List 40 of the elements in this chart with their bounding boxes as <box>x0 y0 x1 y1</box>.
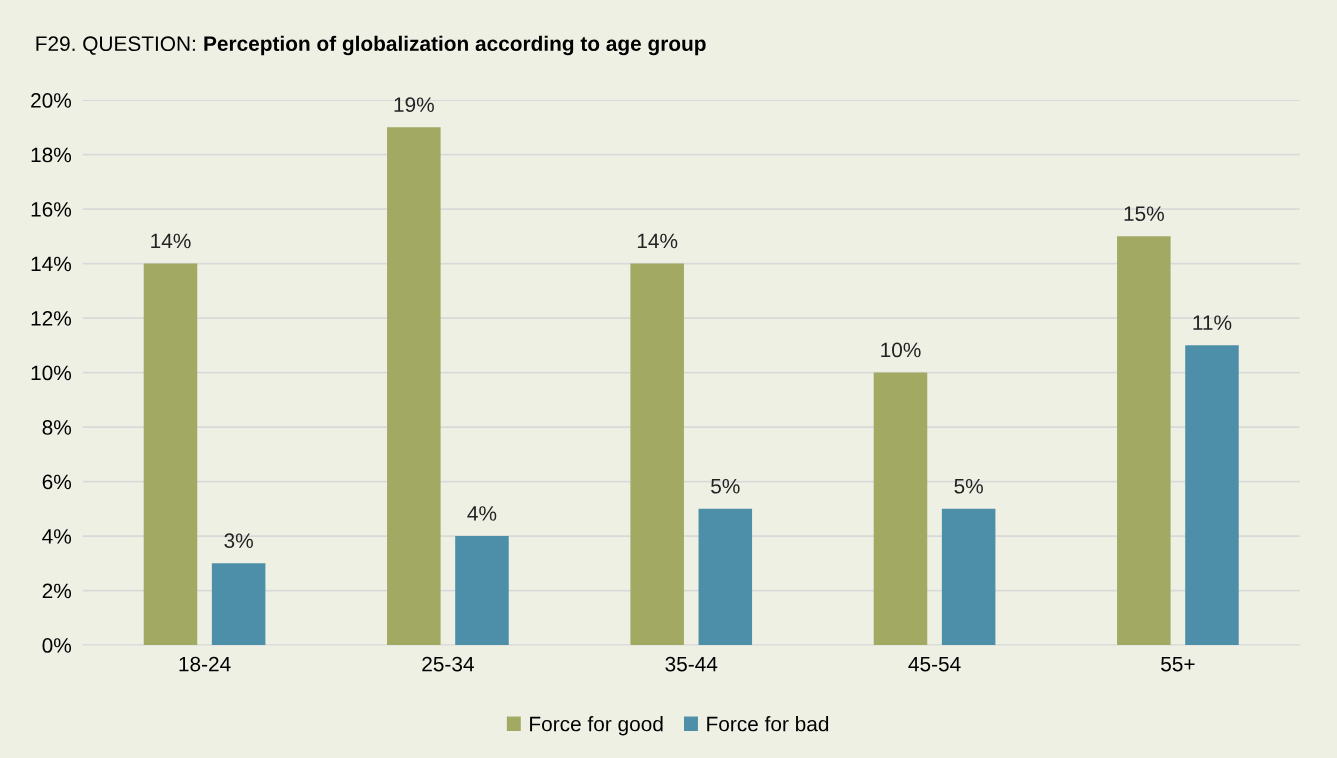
legend-label: Force for good <box>530 716 663 736</box>
data-label: 19% <box>394 97 434 113</box>
data-label: 5% <box>954 478 983 494</box>
legend-label: Force for bad <box>707 716 829 732</box>
y-tick-label: 0% <box>42 638 72 653</box>
y-tick-label: 18% <box>31 147 72 163</box>
data-label: 14% <box>637 233 678 249</box>
bar <box>1117 236 1171 646</box>
y-tick-label: 12% <box>31 311 72 326</box>
x-tick-label: 45-54 <box>908 656 961 672</box>
bar <box>143 263 198 646</box>
y-tick-label: 10% <box>31 365 72 381</box>
y-tick-label: 14% <box>31 256 72 272</box>
data-label: 10% <box>881 342 921 358</box>
text: F29. QUESTION: <box>36 36 195 55</box>
y-tick-label: 4% <box>42 529 72 544</box>
chart-title: Perception of globalization according to age group <box>204 35 706 56</box>
data-label: 5% <box>711 478 740 494</box>
data-label: 11% <box>1193 315 1232 330</box>
data-label: 4% <box>467 506 497 521</box>
data-label: 15% <box>1124 206 1164 222</box>
y-tick-label: 20% <box>31 93 72 108</box>
y-tick-label: 16% <box>31 202 72 217</box>
x-tick-label: 35-44 <box>665 656 718 672</box>
bar <box>941 508 996 646</box>
bar <box>698 508 753 646</box>
bar <box>387 127 441 646</box>
bar <box>873 372 928 646</box>
x-tick-label: 18-24 <box>179 656 231 672</box>
bar <box>211 563 266 646</box>
y-tick-label: 6% <box>42 474 72 490</box>
bar <box>455 536 509 646</box>
x-tick-label: 25-34 <box>422 656 474 672</box>
y-tick-label: 8% <box>42 420 72 435</box>
x-tick-label: 55+ <box>1161 656 1195 672</box>
bar <box>1185 345 1239 646</box>
y-tick-label: 2% <box>42 583 72 599</box>
data-label: 14% <box>151 233 191 249</box>
data-label: 3% <box>224 533 253 549</box>
bar <box>630 263 684 646</box>
